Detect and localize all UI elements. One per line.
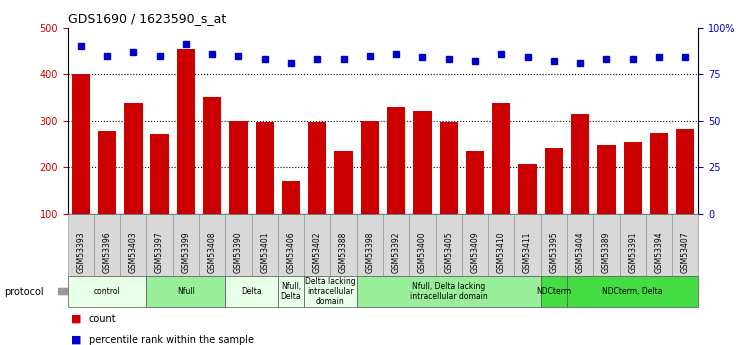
- Text: GSM53393: GSM53393: [77, 231, 85, 273]
- Text: Delta lacking
intracellular
domain: Delta lacking intracellular domain: [305, 277, 356, 306]
- Text: GSM53408: GSM53408: [208, 231, 216, 273]
- Text: ■: ■: [71, 314, 82, 324]
- Text: GSM53403: GSM53403: [129, 231, 137, 273]
- Text: GSM53395: GSM53395: [550, 231, 558, 273]
- Text: GSM53409: GSM53409: [471, 231, 479, 273]
- Text: percentile rank within the sample: percentile rank within the sample: [89, 335, 254, 345]
- Text: GDS1690 / 1623590_s_at: GDS1690 / 1623590_s_at: [68, 12, 226, 25]
- Text: GSM53400: GSM53400: [418, 231, 427, 273]
- Text: GSM53399: GSM53399: [182, 231, 190, 273]
- Text: GSM53394: GSM53394: [655, 231, 663, 273]
- Text: GSM53398: GSM53398: [366, 231, 374, 273]
- Text: GSM53411: GSM53411: [523, 231, 532, 273]
- Text: Nfull,
Delta: Nfull, Delta: [281, 282, 301, 301]
- Bar: [229, 121, 248, 214]
- Bar: [203, 97, 222, 214]
- Text: NDCterm: NDCterm: [536, 287, 572, 296]
- Text: NDCterm, Delta: NDCterm, Delta: [602, 287, 663, 296]
- Bar: [387, 107, 406, 214]
- Bar: [360, 121, 379, 214]
- Bar: [571, 114, 590, 214]
- Bar: [124, 103, 143, 214]
- Text: GSM53410: GSM53410: [497, 231, 505, 273]
- Text: GSM53389: GSM53389: [602, 231, 611, 273]
- Text: Nfull: Nfull: [177, 287, 195, 296]
- Bar: [466, 151, 484, 214]
- Bar: [71, 74, 90, 214]
- Bar: [308, 122, 327, 214]
- Text: ■: ■: [71, 335, 82, 345]
- Text: GSM53406: GSM53406: [287, 231, 295, 273]
- Text: GSM53392: GSM53392: [392, 231, 400, 273]
- Text: protocol: protocol: [4, 287, 44, 296]
- Text: GSM53405: GSM53405: [445, 231, 453, 273]
- Text: Nfull, Delta lacking
intracellular domain: Nfull, Delta lacking intracellular domai…: [410, 282, 487, 301]
- Bar: [282, 181, 300, 214]
- Text: GSM53391: GSM53391: [629, 231, 637, 273]
- Text: control: control: [94, 287, 120, 296]
- Text: GSM53407: GSM53407: [681, 231, 689, 273]
- Bar: [439, 122, 458, 214]
- Text: GSM53396: GSM53396: [103, 231, 111, 273]
- Text: GSM53404: GSM53404: [576, 231, 584, 273]
- Text: count: count: [89, 314, 116, 324]
- Bar: [597, 145, 616, 214]
- Text: Delta: Delta: [241, 287, 262, 296]
- Bar: [334, 151, 353, 214]
- Bar: [650, 133, 668, 214]
- Bar: [676, 129, 695, 214]
- Text: GSM53388: GSM53388: [339, 231, 348, 273]
- Bar: [255, 122, 274, 214]
- Bar: [150, 134, 169, 214]
- Text: GSM53401: GSM53401: [261, 231, 269, 273]
- Text: GSM53402: GSM53402: [313, 231, 321, 273]
- Bar: [492, 103, 511, 214]
- Bar: [176, 49, 195, 214]
- Bar: [623, 142, 642, 214]
- Bar: [98, 131, 116, 214]
- Bar: [413, 111, 432, 214]
- Bar: [518, 164, 537, 214]
- Text: GSM53390: GSM53390: [234, 231, 243, 273]
- Bar: [544, 148, 563, 214]
- Text: GSM53397: GSM53397: [155, 231, 164, 273]
